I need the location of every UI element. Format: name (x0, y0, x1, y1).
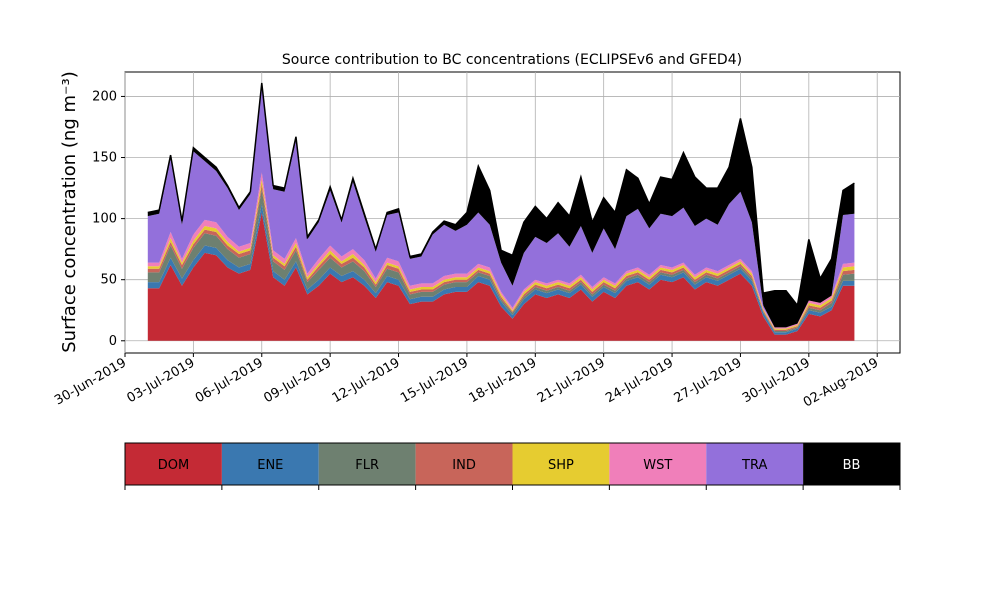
x-tick-label: 27-Jul-2019 (672, 355, 745, 406)
area-tra (147, 86, 855, 328)
colorbar-label: SHP (548, 458, 574, 473)
x-tick-label: 09-Jul-2019 (261, 355, 334, 406)
x-tick-label: 02-Aug-2019 (801, 355, 881, 410)
area-bb (147, 82, 855, 328)
x-tick-label: 03-Jul-2019 (125, 355, 198, 406)
x-tick-label: 15-Jul-2019 (398, 355, 471, 406)
y-tick-label: 150 (92, 151, 117, 166)
colorbar-swatch-tra (706, 443, 804, 485)
y-tick-label: 0 (109, 334, 117, 349)
y-axis-label: Surface concentration (ng m⁻³) (59, 71, 80, 353)
colorbar-swatch-flr (318, 443, 416, 485)
y-tick-label: 100 (92, 212, 117, 227)
colorbar-swatch-ind (415, 443, 513, 485)
total-outline (147, 82, 855, 308)
x-tick-label: 18-Jul-2019 (466, 355, 539, 406)
colorbar-label: IND (452, 458, 476, 473)
colorbar-label: TRA (741, 458, 767, 473)
colorbar-swatch-bb (803, 443, 900, 485)
plot-area: 30-Jun-201903-Jul-201906-Jul-201909-Jul-… (52, 71, 901, 411)
source-colorbar: DOM ENE FLR IND SHP WST TRA BB (124, 442, 901, 490)
x-tick-label: 21-Jul-2019 (535, 355, 608, 406)
area-dom (147, 212, 855, 341)
colorbar-swatch-dom (125, 443, 222, 485)
y-tick-label: 50 (100, 273, 117, 288)
colorbar-swatch-wst (609, 443, 707, 485)
colorbar-label: ENE (257, 458, 283, 473)
y-axis-ticks: 0 50 100 150 200 (92, 89, 125, 349)
chart-title: Source contribution to BC concentrations… (282, 52, 742, 68)
stacked-areas (147, 82, 855, 341)
x-tick-label: 12-Jul-2019 (330, 355, 403, 406)
y-tick-label: 200 (92, 89, 117, 104)
colorbar-label: WST (643, 458, 672, 473)
colorbar-label: DOM (158, 458, 189, 473)
colorbar-swatch-ene (221, 443, 319, 485)
colorbar-label: BB (843, 458, 861, 473)
x-axis-ticks: 30-Jun-201903-Jul-201906-Jul-201909-Jul-… (52, 353, 881, 411)
x-tick-label: 30-Jun-2019 (52, 355, 129, 408)
colorbar-swatch-shp (512, 443, 610, 485)
x-tick-label: 24-Jul-2019 (603, 355, 676, 406)
colorbar-label: FLR (355, 458, 379, 473)
x-tick-label: 06-Jul-2019 (193, 355, 266, 406)
